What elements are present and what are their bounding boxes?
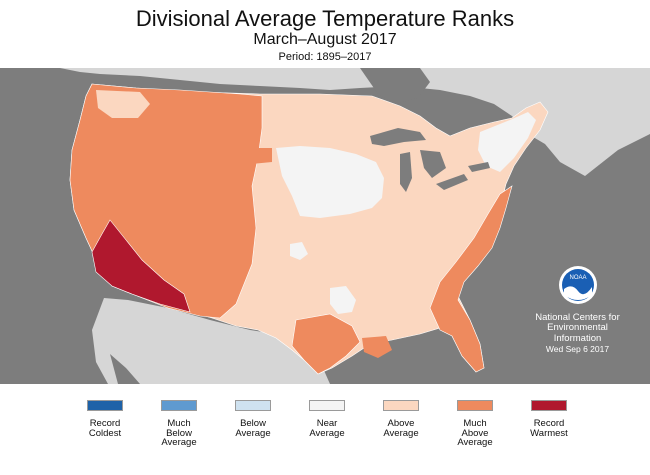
legend-label: Above Average [383,418,419,439]
much-above-texas-gulf [291,313,361,375]
lake-huron [420,150,446,178]
record-warmest-southwest [91,219,191,313]
swatch-below [235,400,271,411]
lake-ontario [468,162,490,172]
legend-label: Below Average [235,418,271,439]
credit-line-2: Environmental [547,322,608,333]
swatch-above [383,400,419,411]
much-above-north-central [250,148,272,164]
lake-erie [436,174,468,190]
legend-label: Record Coldest [88,418,122,439]
legend-label: Near Average [309,418,345,439]
legend-label: Much Above Average [457,418,493,448]
lake-superior [370,128,426,146]
mexico-landmass [92,298,330,384]
hudson-strait [360,68,430,104]
legend-item-record-coldest: Record Coldest [60,400,150,438]
noaa-logo: NOAA [558,266,597,304]
credit-line-1: National Centers for [535,311,620,323]
above-avg-washington [96,90,150,118]
lake-michigan [400,152,412,192]
legend-label: Record Warmest [530,418,568,439]
swatch-much-above [457,400,493,411]
near-avg-upper-midwest [276,146,384,218]
ncei-credit: NOAA National Centers for Environmental … [520,265,635,355]
swatch-record-coldest [87,400,123,411]
legend-item-above: Above Average [356,400,446,438]
canada-landmass [60,68,650,176]
much-above-southeast [429,185,513,373]
near-avg-central [290,242,308,260]
swatch-much-below [161,400,197,411]
legend: Record Coldest Much Below Average Below … [0,384,650,475]
swatch-record-warmest [531,400,567,411]
near-avg-northeast [478,112,536,172]
legend-item-near: Near Average [282,400,372,438]
legend-label: Much Below Average [161,418,197,448]
noaa-logo-text: NOAA [569,275,586,281]
map-title: Divisional Average Temperature Ranks [135,6,515,31]
near-avg-ms-valley [330,286,356,314]
swatch-near [309,400,345,411]
title-block: Divisional Average Temperature Ranks Mar… [0,0,650,66]
legend-item-record-warmest: Record Warmest [504,400,594,438]
legend-item-much-below: Much Below Average [134,400,224,448]
credit-line-3: Information [553,332,602,344]
legend-item-below: Below Average [208,400,298,438]
much-above-louisiana [362,336,392,358]
legend-item-much-above: Much Above Average [430,400,520,448]
period-label: Period: 1895–2017 [278,51,372,63]
temperature-rank-map [0,68,650,384]
credit-date: Wed Sep 6 2017 [545,344,610,354]
map-subtitle: March–August 2017 [253,31,397,48]
